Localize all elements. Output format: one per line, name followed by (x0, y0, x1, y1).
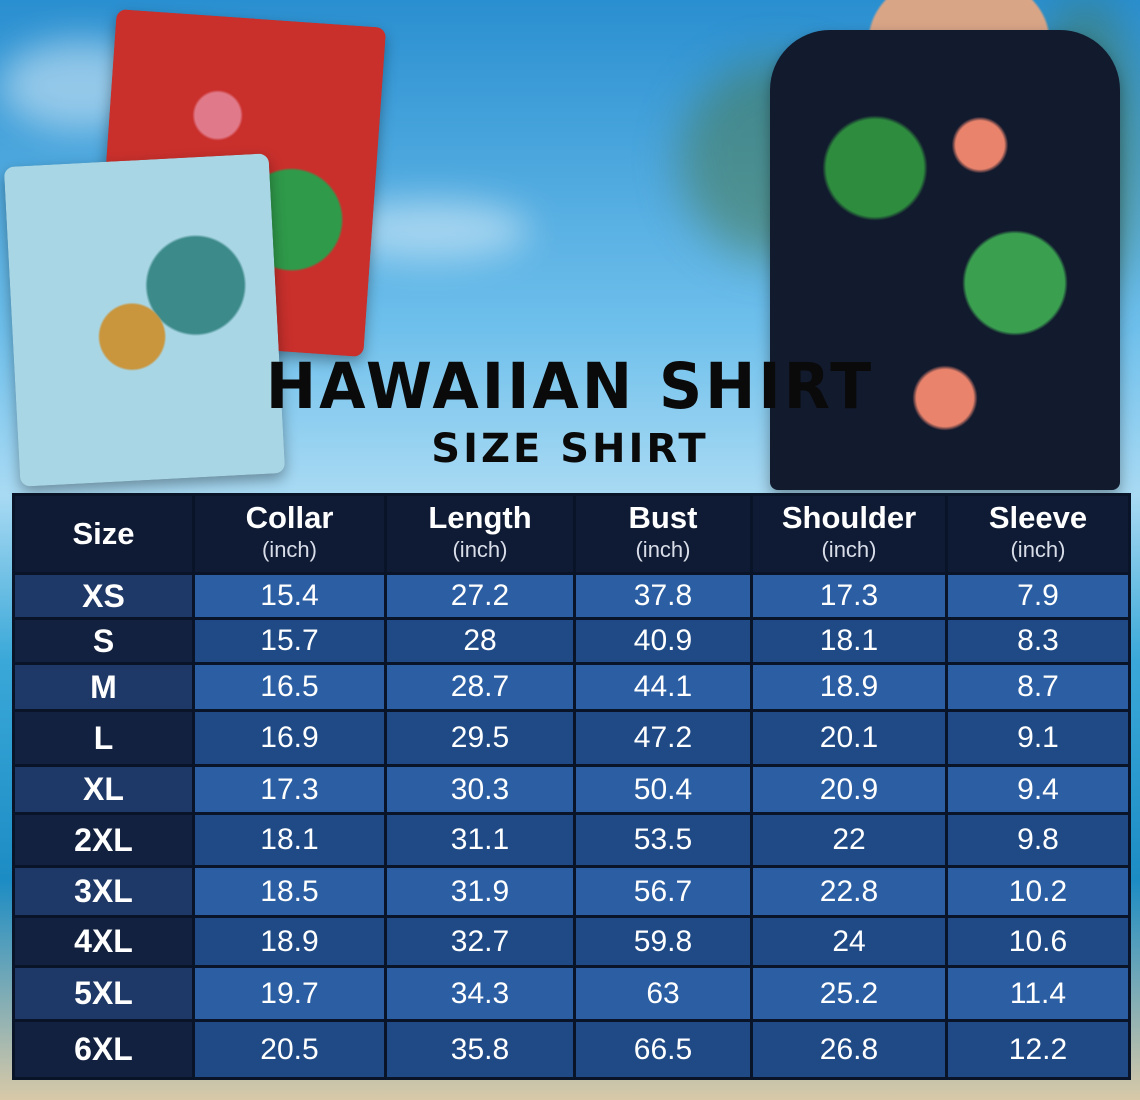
size-cell: XS (12, 572, 195, 620)
table-row: XS 15.4 27.2 37.8 17.3 7.9 (12, 572, 1131, 620)
measurement-cell: 24 (750, 915, 948, 968)
measurement-cell: 44.1 (573, 662, 753, 712)
size-cell: 3XL (12, 865, 195, 918)
measurement-cell: 59.8 (573, 915, 753, 968)
column-header-shoulder: Shoulder (inch) (750, 493, 948, 575)
measurement-cell: 7.9 (945, 572, 1131, 620)
measurement-cell: 30.3 (384, 764, 576, 815)
measurement-cell: 37.8 (573, 572, 753, 620)
measurement-cell: 66.5 (573, 1019, 753, 1080)
measurement-cell: 9.1 (945, 709, 1131, 767)
measurement-cell: 28 (384, 617, 576, 665)
measurement-cell: 17.3 (192, 764, 387, 815)
measurement-cell: 12.2 (945, 1019, 1131, 1080)
size-cell: 2XL (12, 812, 195, 868)
size-cell: L (12, 709, 195, 767)
size-table: Size Collar (inch) Length (inch) Bust (inch) Sh… (12, 493, 1131, 1080)
table-row: 3XL 18.5 31.9 56.7 22.8 10.2 (12, 865, 1131, 918)
flamingo-shirt-model-image (770, 30, 1120, 490)
measurement-cell: 47.2 (573, 709, 753, 767)
table-row: 6XL 20.5 35.8 66.5 26.8 12.2 (12, 1019, 1131, 1080)
measurement-cell: 16.9 (192, 709, 387, 767)
measurement-cell: 40.9 (573, 617, 753, 665)
column-header-label: Size (72, 516, 135, 551)
measurement-cell: 8.7 (945, 662, 1131, 712)
measurement-cell: 22 (750, 812, 948, 868)
measurement-cell: 53.5 (573, 812, 753, 868)
column-header-unit: (inch) (1010, 537, 1066, 562)
column-header-unit: (inch) (635, 537, 691, 562)
measurement-cell: 18.1 (750, 617, 948, 665)
measurement-cell: 32.7 (384, 915, 576, 968)
column-header-unit: (inch) (452, 537, 508, 562)
measurement-cell: 10.2 (945, 865, 1131, 918)
measurement-cell: 15.4 (192, 572, 387, 620)
column-header-label: Collar (245, 500, 334, 535)
measurement-cell: 35.8 (384, 1019, 576, 1080)
measurement-cell: 9.8 (945, 812, 1131, 868)
size-cell: XL (12, 764, 195, 815)
column-header-collar: Collar (inch) (192, 493, 387, 575)
measurement-cell: 31.9 (384, 865, 576, 918)
measurement-cell: 25.2 (750, 965, 948, 1022)
measurement-cell: 28.7 (384, 662, 576, 712)
column-header-bust: Bust (inch) (573, 493, 753, 575)
page-subtitle: SIZE SHIRT (431, 426, 709, 472)
column-header-label: Sleeve (988, 500, 1088, 535)
measurement-cell: 20.5 (192, 1019, 387, 1080)
measurement-cell: 20.1 (750, 709, 948, 767)
table-row: M 16.5 28.7 44.1 18.9 8.7 (12, 662, 1131, 712)
table-row: 5XL 19.7 34.3 63 25.2 11.4 (12, 965, 1131, 1022)
measurement-cell: 11.4 (945, 965, 1131, 1022)
measurement-cell: 56.7 (573, 865, 753, 918)
measurement-cell: 18.9 (750, 662, 948, 712)
size-cell: 4XL (12, 915, 195, 968)
measurement-cell: 18.1 (192, 812, 387, 868)
measurement-cell: 9.4 (945, 764, 1131, 815)
measurement-cell: 27.2 (384, 572, 576, 620)
column-header-unit: (inch) (821, 537, 877, 562)
size-cell: S (12, 617, 195, 665)
table-row: 4XL 18.9 32.7 59.8 24 10.6 (12, 915, 1131, 968)
measurement-cell: 16.5 (192, 662, 387, 712)
column-header-label: Shoulder (781, 500, 917, 535)
measurement-cell: 18.5 (192, 865, 387, 918)
size-cell: M (12, 662, 195, 712)
measurement-cell: 15.7 (192, 617, 387, 665)
measurement-cell: 50.4 (573, 764, 753, 815)
table-row: 2XL 18.1 31.1 53.5 22 9.8 (12, 812, 1131, 868)
column-header-size: Size (12, 493, 195, 575)
column-header-length: Length (inch) (384, 493, 576, 575)
measurement-cell: 29.5 (384, 709, 576, 767)
table-row: S 15.7 28 40.9 18.1 8.3 (12, 617, 1131, 665)
measurement-cell: 18.9 (192, 915, 387, 968)
measurement-cell: 26.8 (750, 1019, 948, 1080)
column-header-label: Bust (628, 500, 698, 535)
measurement-cell: 31.1 (384, 812, 576, 868)
size-cell: 6XL (12, 1019, 195, 1080)
measurement-cell: 20.9 (750, 764, 948, 815)
column-header-sleeve: Sleeve (inch) (945, 493, 1131, 575)
table-row: XL 17.3 30.3 50.4 20.9 9.4 (12, 764, 1131, 815)
measurement-cell: 17.3 (750, 572, 948, 620)
measurement-cell: 19.7 (192, 965, 387, 1022)
column-header-label: Length (428, 500, 532, 535)
header-row: Size Collar (inch) Length (inch) Bust (inch) Sh… (12, 493, 1131, 575)
measurement-cell: 8.3 (945, 617, 1131, 665)
measurement-cell: 10.6 (945, 915, 1131, 968)
measurement-cell: 22.8 (750, 865, 948, 918)
size-cell: 5XL (12, 965, 195, 1022)
page-title: HAWAIIAN SHIRT (265, 350, 875, 424)
column-header-unit: (inch) (261, 537, 317, 562)
table-row: L 16.9 29.5 47.2 20.1 9.1 (12, 709, 1131, 767)
measurement-cell: 63 (573, 965, 753, 1022)
measurement-cell: 34.3 (384, 965, 576, 1022)
